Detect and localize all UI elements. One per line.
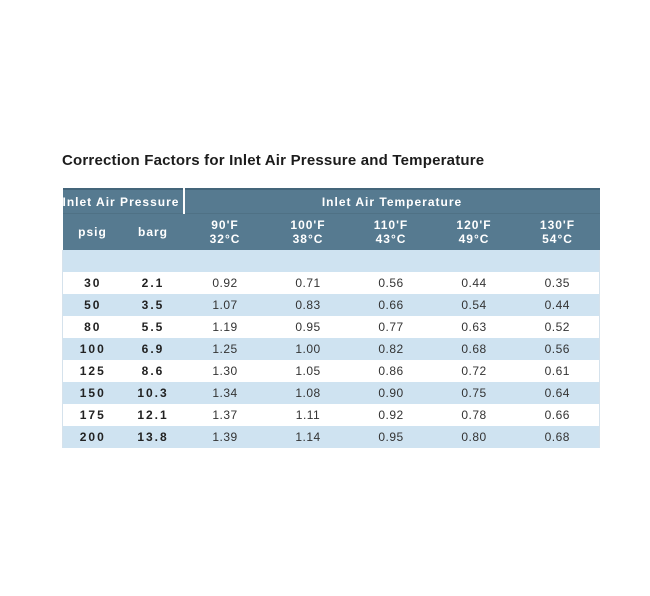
- table-row: 125 8.6 1.30 1.05 0.86 0.72 0.61: [62, 360, 601, 382]
- correction-factor-cell: 1.08: [266, 382, 350, 404]
- correction-factor-cell: 0.77: [349, 316, 433, 338]
- correction-factor-cell: 1.05: [266, 360, 350, 382]
- correction-factor-cell: 0.82: [349, 338, 433, 360]
- correction-factor-cell: 0.52: [515, 316, 601, 338]
- header-spacer-cell: [61, 250, 601, 272]
- pressure-value-cell: 13.8: [122, 426, 184, 448]
- table-header: Inlet Air Pressure Inlet Air Temperature…: [62, 188, 600, 250]
- correction-factor-cell: 1.07: [183, 294, 267, 316]
- pressure-value-cell: 8.6: [122, 360, 184, 382]
- pressure-value-cell: 5.5: [122, 316, 184, 338]
- pressure-value-cell: 12.1: [122, 404, 184, 426]
- correction-factor-cell: 0.56: [515, 338, 601, 360]
- correction-factor-cell: 0.86: [349, 360, 433, 382]
- pressure-value-cell: 125: [62, 360, 123, 382]
- group-header-inlet-air-temperature: Inlet Air Temperature: [183, 188, 600, 214]
- correction-factor-cell: 0.66: [515, 404, 601, 426]
- table-row: 150 10.3 1.34 1.08 0.90 0.75 0.64: [62, 382, 601, 404]
- column-header-row: psig barg 90'F 32°C 100'F 38°C 110'F 43°…: [62, 213, 600, 250]
- correction-factor-cell: 0.54: [432, 294, 516, 316]
- header-spacer-row: [61, 250, 601, 272]
- correction-factor-cell: 0.56: [349, 272, 433, 294]
- table-body: 30 2.1 0.92 0.71 0.56 0.44 0.35 50 3.5 1.07 0.83 0.…: [61, 250, 601, 448]
- correction-factor-cell: 0.66: [349, 294, 433, 316]
- correction-factor-cell: 0.71: [266, 272, 350, 294]
- correction-factor-cell: 0.44: [515, 294, 601, 316]
- correction-factor-cell: 0.83: [266, 294, 350, 316]
- correction-factor-cell: 0.95: [349, 426, 433, 448]
- pressure-value-cell: 30: [62, 272, 123, 294]
- correction-factor-cell: 0.92: [349, 404, 433, 426]
- column-header-temp-120f: 120'F 49°C: [432, 213, 516, 250]
- correction-factor-cell: 0.92: [183, 272, 267, 294]
- column-header-barg: barg: [122, 213, 184, 250]
- column-header-temp-130f: 130'F 54°C: [515, 213, 600, 250]
- temp-c-label: 32°C: [209, 232, 241, 246]
- pressure-value-cell: 6.9: [122, 338, 184, 360]
- pressure-value-cell: 175: [62, 404, 123, 426]
- group-header-inlet-air-pressure: Inlet Air Pressure: [62, 188, 185, 214]
- pressure-value-cell: 100: [62, 338, 123, 360]
- correction-factor-cell: 1.37: [183, 404, 267, 426]
- table-row: 50 3.5 1.07 0.83 0.66 0.54 0.44: [62, 294, 601, 316]
- correction-factors-table: Inlet Air Pressure Inlet Air Temperature…: [61, 188, 601, 448]
- table-row: 80 5.5 1.19 0.95 0.77 0.63 0.52: [62, 316, 601, 338]
- correction-factor-cell: 0.68: [515, 426, 601, 448]
- correction-factor-cell: 0.80: [432, 426, 516, 448]
- correction-factor-cell: 0.35: [515, 272, 601, 294]
- correction-factor-cell: 1.34: [183, 382, 267, 404]
- group-header-row: Inlet Air Pressure Inlet Air Temperature: [62, 188, 600, 214]
- temp-c-label: 49°C: [458, 232, 490, 246]
- temp-c-label: 38°C: [292, 232, 324, 246]
- correction-factor-cell: 1.19: [183, 316, 267, 338]
- correction-factor-cell: 0.63: [432, 316, 516, 338]
- table-row: 30 2.1 0.92 0.71 0.56 0.44 0.35: [62, 272, 601, 294]
- pressure-value-cell: 3.5: [122, 294, 184, 316]
- temp-f-label: 90'F: [211, 218, 239, 232]
- pressure-value-cell: 200: [62, 426, 123, 448]
- correction-factor-cell: 1.39: [183, 426, 267, 448]
- pressure-value-cell: 80: [62, 316, 123, 338]
- temp-f-label: 110'F: [373, 218, 409, 232]
- page-title: Correction Factors for Inlet Air Pressur…: [62, 152, 485, 169]
- column-header-temp-110f: 110'F 43°C: [349, 213, 433, 250]
- correction-factor-cell: 0.64: [515, 382, 601, 404]
- correction-factor-cell: 0.75: [432, 382, 516, 404]
- table-row: 175 12.1 1.37 1.11 0.92 0.78 0.66: [62, 404, 601, 426]
- table-row: 100 6.9 1.25 1.00 0.82 0.68 0.56: [62, 338, 601, 360]
- temp-f-label: 130'F: [539, 218, 576, 232]
- table-row: 200 13.8 1.39 1.14 0.95 0.80 0.68: [62, 426, 601, 448]
- correction-factor-cell: 0.95: [266, 316, 350, 338]
- correction-factor-cell: 0.68: [432, 338, 516, 360]
- correction-factor-cell: 1.00: [266, 338, 350, 360]
- pressure-value-cell: 2.1: [122, 272, 184, 294]
- pressure-value-cell: 10.3: [122, 382, 184, 404]
- correction-factor-cell: 0.78: [432, 404, 516, 426]
- correction-factor-cell: 0.72: [432, 360, 516, 382]
- correction-factor-cell: 0.44: [432, 272, 516, 294]
- correction-factor-cell: 1.11: [266, 404, 350, 426]
- correction-factor-cell: 0.90: [349, 382, 433, 404]
- correction-factor-cell: 0.61: [515, 360, 601, 382]
- column-header-temp-100f: 100'F 38°C: [266, 213, 350, 250]
- correction-factor-cell: 1.25: [183, 338, 267, 360]
- column-header-temp-90f: 90'F 32°C: [183, 213, 267, 250]
- correction-factor-cell: 1.30: [183, 360, 267, 382]
- temp-c-label: 54°C: [542, 232, 573, 246]
- correction-factor-cell: 1.14: [266, 426, 350, 448]
- temp-f-label: 100'F: [290, 218, 326, 232]
- pressure-value-cell: 150: [62, 382, 123, 404]
- pressure-value-cell: 50: [62, 294, 123, 316]
- temp-f-label: 120'F: [456, 218, 492, 232]
- column-header-psig: psig: [62, 213, 123, 250]
- temp-c-label: 43°C: [375, 232, 407, 246]
